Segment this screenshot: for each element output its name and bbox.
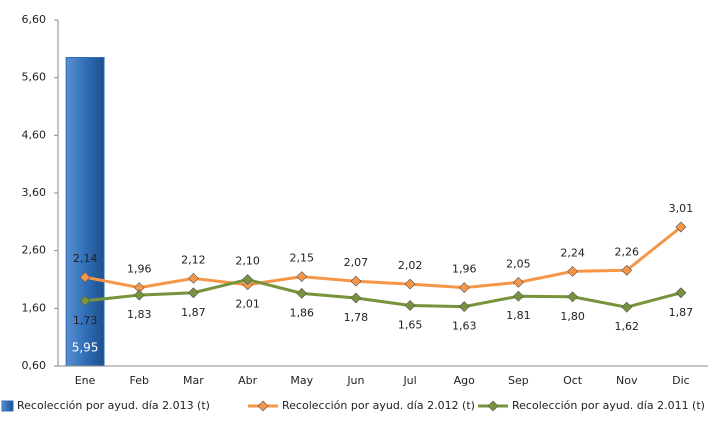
data-label: 1,86 [290, 306, 315, 319]
x-tick-label: Ago [454, 374, 476, 387]
legend-label: Recolección por ayud. día 2.012 (t) [282, 399, 475, 412]
data-label: 2,02 [398, 259, 423, 272]
x-tick-label: Feb [130, 374, 149, 387]
data-label: 1,63 [452, 320, 477, 333]
marker [79, 295, 91, 307]
data-label: 1,65 [398, 318, 423, 331]
data-label: 2,26 [615, 245, 640, 258]
data-label: 1,87 [181, 306, 206, 319]
x-tick-label: Mar [183, 374, 204, 387]
y-tick-label: 5,60 [22, 71, 47, 84]
marker [621, 264, 633, 276]
y-tick-label: 6,60 [22, 13, 47, 26]
data-label: 3,01 [669, 202, 694, 215]
marker [512, 290, 524, 302]
data-label: 1,81 [506, 309, 531, 322]
data-label: 2,10 [235, 255, 260, 268]
marker [621, 301, 633, 313]
legend-label: Recolección por ayud. día 2.011 (t) [512, 399, 705, 412]
data-label: 1,62 [615, 320, 640, 333]
y-tick-label: 3,60 [22, 186, 47, 199]
marker [350, 292, 362, 304]
line [84, 225, 682, 290]
data-label: 2,01 [235, 298, 260, 311]
data-label: 2,24 [560, 246, 585, 259]
marker [133, 289, 145, 301]
marker [296, 271, 308, 283]
data-label: 2,07 [344, 256, 369, 269]
x-tick-label: Jun [346, 374, 364, 387]
y-tick-label: 0,60 [22, 359, 47, 372]
legend-label: Recolección por ayud. día 2.013 (t) [17, 399, 210, 412]
data-label: 1,96 [452, 263, 477, 276]
x-tick-label: Nov [616, 374, 638, 387]
data-label: 1,80 [560, 310, 585, 323]
data-label: 2,14 [73, 252, 98, 265]
x-tick-label: Ene [75, 374, 96, 387]
y-tick-label: 4,60 [22, 128, 47, 141]
bar-label: 5,95 [72, 341, 99, 355]
marker [79, 271, 91, 283]
legend-marker [487, 400, 499, 412]
marker [404, 300, 416, 311]
marker [187, 287, 199, 299]
y-tick-label: 2,60 [22, 244, 47, 257]
data-label: 1,78 [344, 311, 369, 324]
marker [350, 275, 362, 287]
marker [187, 272, 199, 284]
data-label: 2,12 [181, 253, 206, 266]
data-label: 1,73 [73, 314, 98, 327]
x-tick-label: Sep [508, 374, 529, 387]
marker [675, 287, 687, 299]
marker [512, 276, 524, 288]
x-tick-label: Dic [672, 374, 690, 387]
data-label: 1,96 [127, 263, 152, 276]
x-tick-label: Abr [238, 374, 258, 387]
marker [675, 221, 687, 233]
data-label: 1,87 [669, 306, 694, 319]
marker [242, 274, 254, 285]
x-tick-label: Oct [563, 374, 583, 387]
line [84, 277, 682, 309]
data-label: 2,15 [290, 252, 315, 265]
marker [458, 301, 470, 313]
marker [404, 278, 416, 290]
legend-marker [257, 400, 269, 412]
data-label: 1,83 [127, 308, 152, 321]
y-tick-label: 1,60 [22, 301, 47, 314]
marker [458, 282, 470, 293]
marker [296, 287, 308, 299]
x-tick-label: Jul [402, 374, 416, 387]
x-tick-label: May [290, 374, 313, 387]
legend-swatch [1, 400, 14, 412]
marker [567, 266, 579, 277]
marker [567, 291, 579, 303]
data-label: 2,05 [506, 257, 531, 270]
